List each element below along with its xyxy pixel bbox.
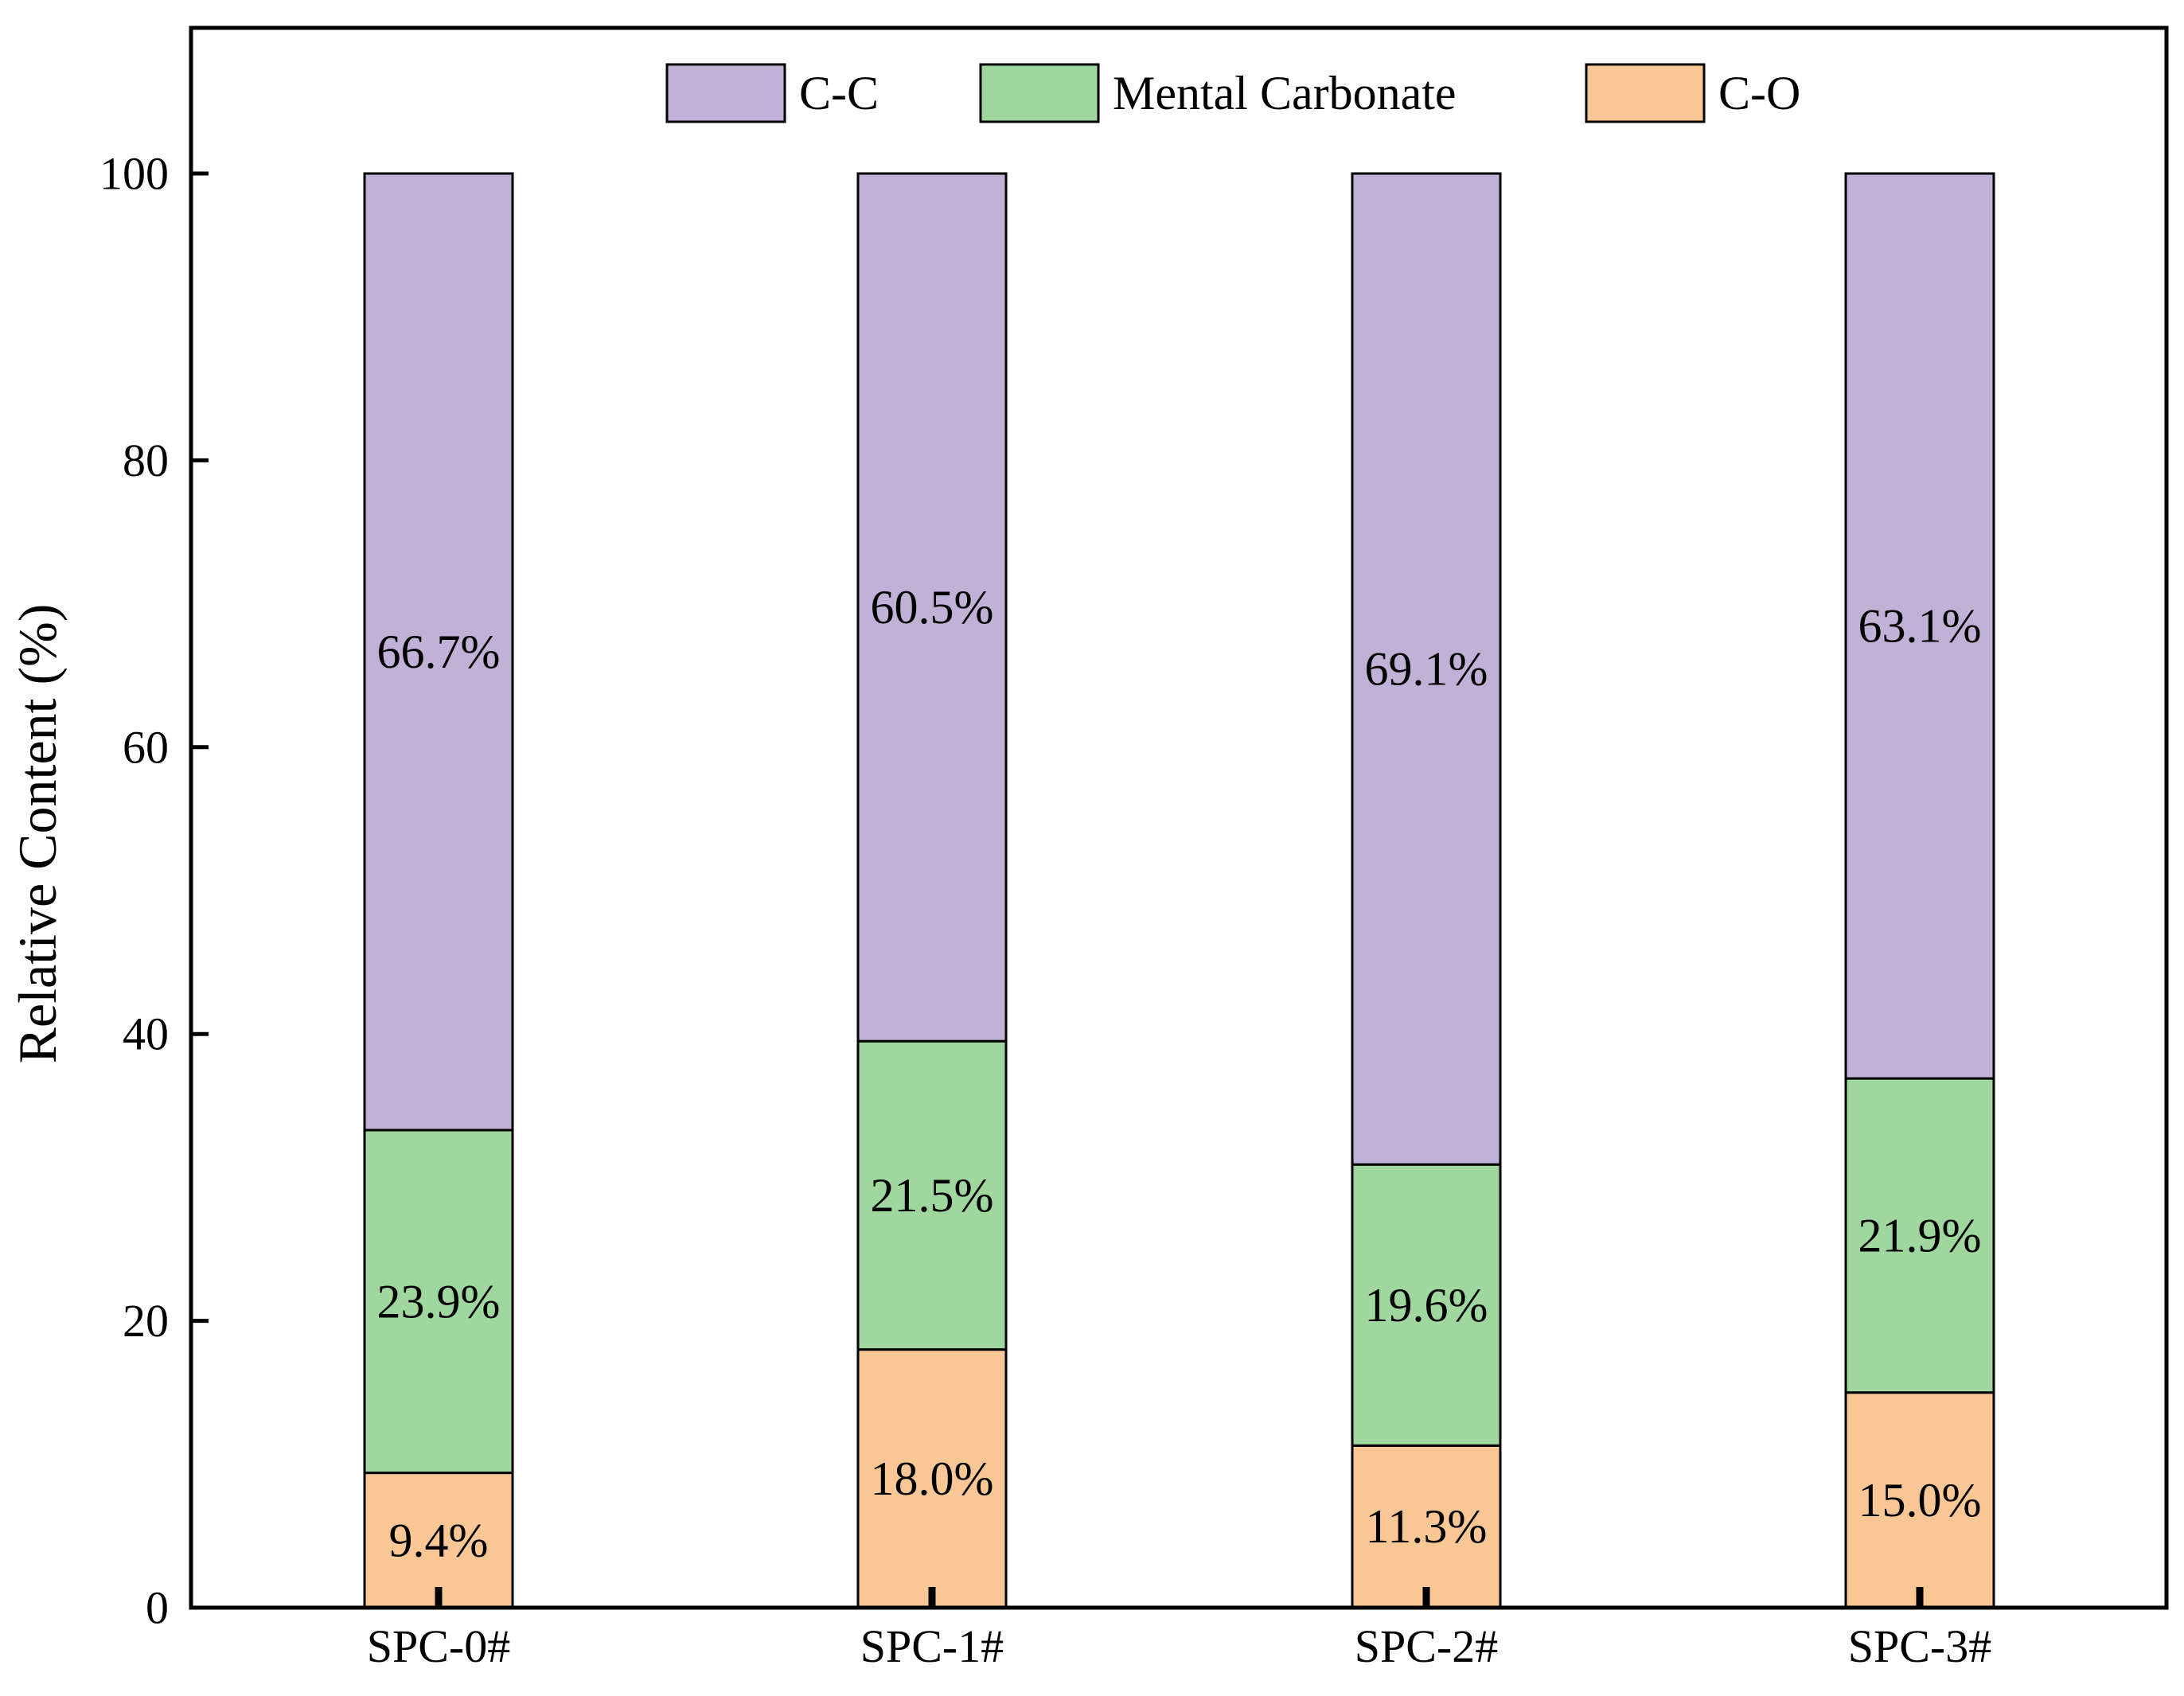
data-label: 15.0% [1858,1474,1982,1526]
legend-label: C-C [799,67,879,119]
y-tick-label: 0 [146,1582,169,1634]
bar-segment-c-o-3 [1844,1391,1995,1609]
legend-label: C-O [1718,67,1800,119]
axes-layer: 0 20 40 60 80 100 SPC-0# SPC-1# SPC-2# SPC-3# Rela… [7,25,2169,1672]
data-label: 18.0% [871,1452,994,1505]
x-category-label: SPC-2# [1355,1620,1499,1672]
legend-label: Mental Carbonate [1113,67,1457,119]
data-label: 23.9% [377,1275,501,1328]
data-label: 66.7% [377,626,501,678]
bar-segment-c-c-2 [1351,172,1502,1166]
data-label: 9.4% [389,1514,489,1566]
data-label: 60.5% [871,581,994,634]
bar-segment-c-c-0 [363,172,514,1132]
y-axis-title: Relative Content (%) [7,604,68,1064]
bar-segment-c-o-1 [856,1348,1008,1609]
x-category-label: SPC-1# [860,1620,1004,1672]
legend-swatch-c-o [1585,63,1706,123]
data-label: 69.1% [1365,643,1488,696]
bar-segment-mental-carbonate-3 [1844,1077,1995,1394]
y-tick-label: 20 [123,1295,169,1347]
bar-segment-mental-carbonate-0 [363,1129,514,1475]
data-label: 11.3% [1366,1500,1488,1553]
data-label: 63.1% [1858,600,1982,653]
bar-segment-c-c-1 [856,172,1008,1043]
legend-swatch-mental-carbonate [979,63,1100,123]
data-labels-layer: 9.4% 23.9% 66.7% 18.0% 21.5% 60.5% 11.3% 19.6% 6… [377,581,1982,1566]
data-label: 21.5% [871,1169,994,1222]
x-category-label: SPC-3# [1848,1620,1992,1672]
bar-segment-c-c-3 [1844,172,1995,1080]
plot-frame [189,25,2169,1610]
data-label: 21.9% [1858,1209,1982,1261]
bar-segment-mental-carbonate-1 [856,1039,1008,1351]
bars-layer [363,172,1995,1609]
bar-segment-c-o-0 [363,1472,514,1609]
legend: C-C Mental Carbonate C-O [665,63,1800,123]
y-tick-label: 100 [99,148,169,200]
x-category-label: SPC-0# [367,1620,511,1672]
bar-segment-mental-carbonate-2 [1351,1163,1502,1447]
y-tick-label: 80 [123,435,169,486]
y-tick-label: 60 [123,721,169,773]
legend-swatch-c-c [665,63,786,123]
y-tick-label: 40 [123,1008,169,1060]
data-label: 19.6% [1365,1279,1488,1331]
